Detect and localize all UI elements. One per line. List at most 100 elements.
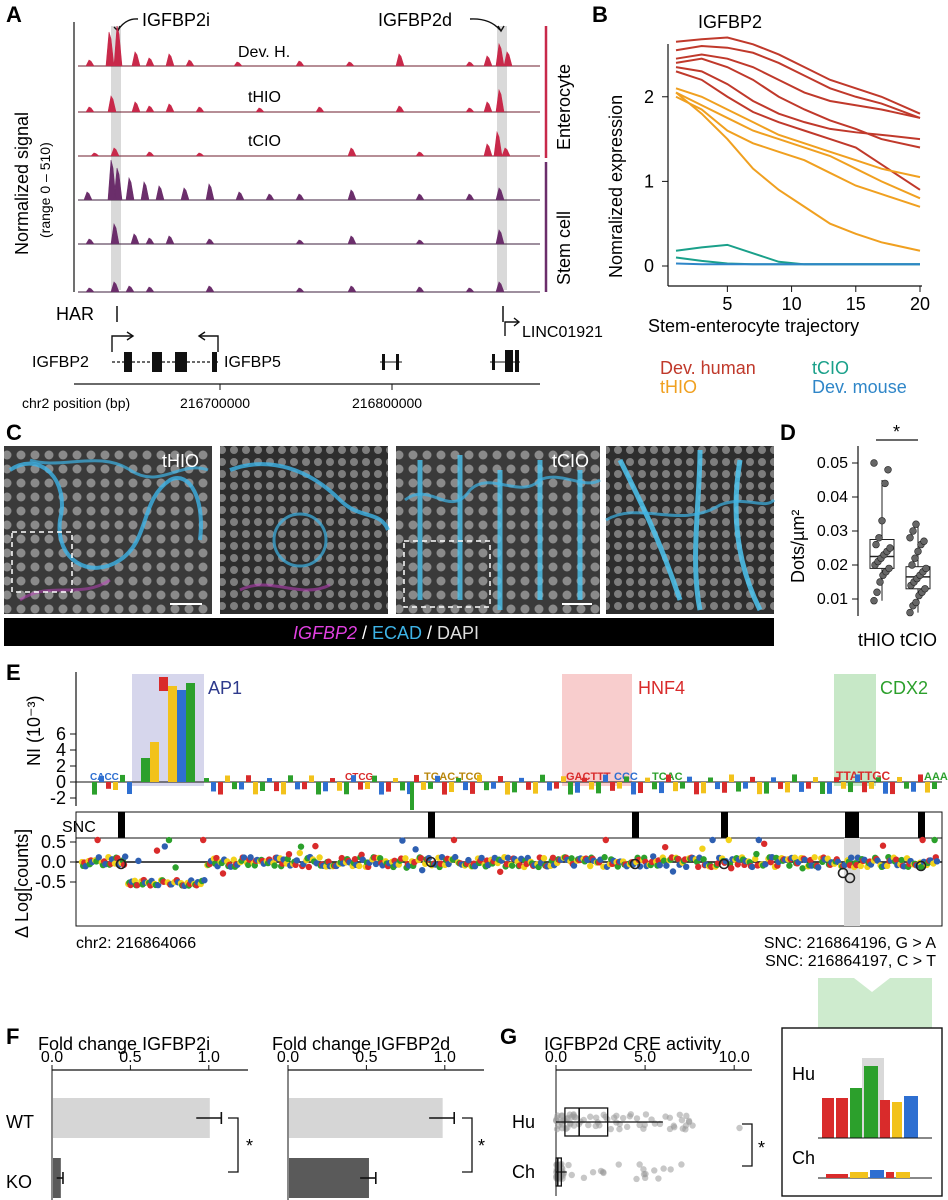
ism-dot — [200, 836, 207, 844]
data-point — [633, 1115, 641, 1122]
data-point — [676, 1111, 683, 1118]
tss-arrowhead-igfbp2 — [126, 331, 135, 341]
motif-hnf4: HNF4 — [638, 678, 685, 698]
ism-dot — [656, 861, 663, 869]
series-line-0 — [675, 36, 921, 115]
zoom-box — [11, 531, 73, 593]
logo-mark — [92, 782, 97, 795]
ism-dot — [245, 861, 252, 869]
panel-f-title2: Fold change IGFBP2d — [272, 1034, 450, 1054]
logo-mark — [743, 782, 748, 789]
micrograph-tcio-zoom — [605, 446, 776, 614]
data-point — [642, 1111, 650, 1118]
caption-ecad: ECAD — [372, 623, 422, 643]
data-point — [626, 1113, 633, 1120]
logo-mark — [862, 782, 867, 793]
logo-mark — [484, 782, 489, 791]
snc2-label: SNC: 216864197, C > T — [765, 953, 936, 970]
data-point — [651, 1167, 658, 1174]
data-point — [559, 1112, 566, 1119]
x-tick-label: 0.0 — [41, 1049, 63, 1066]
snc-dot — [629, 858, 641, 870]
sig-bracket-f2 — [462, 1117, 473, 1173]
logo-mark — [834, 777, 839, 782]
logo-mark — [218, 782, 223, 795]
ism-dot — [587, 862, 594, 870]
data-point — [616, 1125, 623, 1133]
label-igfbp2d: IGFBP2d — [378, 10, 452, 30]
panel-a-ylabel: Normalized signal — [12, 112, 32, 255]
box — [555, 1157, 562, 1187]
logo-mark — [239, 782, 244, 790]
ism-dot — [791, 854, 798, 861]
cat-hu: Hu — [512, 1112, 535, 1132]
logo-mark — [841, 782, 846, 789]
data-point — [641, 1174, 649, 1182]
logo-letter — [880, 1100, 890, 1138]
ism-dot — [848, 854, 855, 861]
x-tick-label: 5.0 — [634, 1049, 656, 1066]
ism-dot — [650, 853, 657, 860]
panel-b-title: IGFBP2 — [698, 12, 762, 32]
data-point — [872, 540, 880, 549]
logo-mark — [792, 774, 797, 782]
sig-f2: * — [478, 1136, 485, 1156]
logo-mark — [568, 782, 573, 795]
ism-dot — [338, 854, 345, 862]
ism-dot — [767, 858, 774, 866]
logo-mark — [589, 782, 594, 790]
logo-mark — [897, 776, 902, 782]
logo-mark — [932, 782, 937, 789]
logo-mark — [694, 782, 699, 795]
panel-d-ticks: 0.01 0.02 0.03 0.04 0.05 — [817, 455, 858, 608]
logo-letter — [850, 1088, 862, 1138]
ism-dot — [801, 856, 809, 864]
ecad-stain — [29, 458, 209, 479]
logo-letter — [886, 1172, 894, 1178]
label-igfbp2i: IGFBP2i — [142, 10, 210, 30]
logo-mark — [127, 782, 132, 795]
x-tick-label: 0.0 — [545, 1049, 567, 1066]
data-point — [906, 534, 914, 542]
logo-mark — [526, 782, 531, 790]
ism-dot — [683, 863, 690, 871]
logo-mark — [687, 776, 692, 782]
ism-dot — [497, 868, 504, 875]
snc-mark — [918, 812, 925, 838]
inset-connector — [818, 978, 932, 1040]
ism-dots — [78, 836, 941, 890]
logo-mark — [561, 776, 566, 782]
data-point — [636, 1121, 643, 1129]
data-point — [589, 1169, 597, 1176]
seq-fragment: GACTTT — [566, 771, 611, 783]
panel-d-boxes — [869, 459, 931, 617]
data-point — [636, 1161, 643, 1168]
gene-igfbp5: IGFBP5 — [224, 354, 281, 371]
data-point — [666, 1125, 674, 1133]
coverage-peaks — [78, 88, 540, 113]
tss-arrow-igfbp5 — [200, 335, 219, 352]
micrograph-thio: tHIO — [4, 446, 212, 614]
data-point — [565, 1161, 572, 1169]
seq-fragment: TTATTGC — [836, 769, 891, 783]
motif-hnf4-box — [562, 674, 632, 786]
inset-logo-ch — [826, 1170, 910, 1178]
ism-dot — [700, 856, 707, 863]
exon — [515, 350, 519, 372]
logo-mark — [113, 782, 118, 791]
logo-mark — [463, 782, 468, 791]
logo-mark — [904, 782, 909, 789]
logo-mark — [582, 777, 587, 782]
seq-fragment: CTCG — [345, 772, 374, 783]
data-point — [870, 459, 878, 467]
ecad-stain — [272, 512, 328, 568]
ism-dot — [660, 857, 668, 864]
data-point — [566, 1111, 573, 1118]
ism-dot — [452, 853, 459, 861]
logo-mark — [575, 782, 580, 793]
ism-dot — [305, 863, 312, 871]
logo-letter — [822, 1098, 834, 1138]
data-point — [922, 564, 930, 573]
tick-label-2: 216800000 — [352, 395, 422, 411]
